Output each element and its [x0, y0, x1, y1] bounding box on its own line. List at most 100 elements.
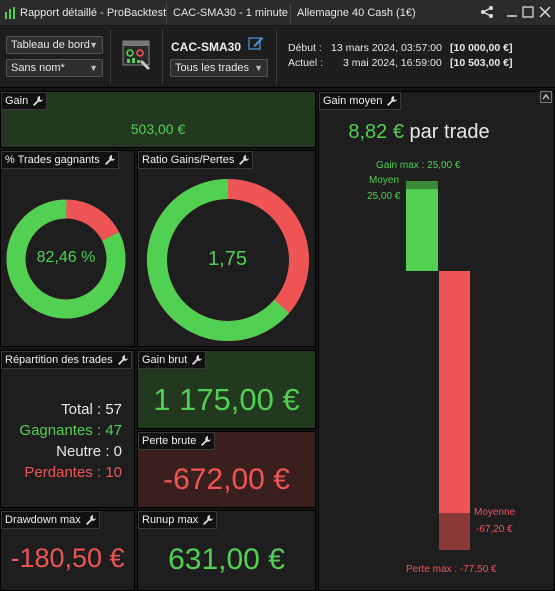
start-date: 13 mars 2024, 03:57:00	[331, 42, 442, 54]
gross-gain-title-text: Gain brut	[142, 354, 188, 366]
max-loss-label: Perte max : -77,50 €	[406, 564, 497, 575]
distribution-title: Répartition des trades	[1, 351, 132, 369]
loss-avg-label: Moyenne	[474, 507, 516, 518]
total-value: 57	[105, 401, 122, 418]
avg-gain-panel: Gain moyen 8,82 € par trade Gain max : 2…	[318, 91, 555, 591]
strategy-name: CAC-SMA30	[171, 40, 242, 54]
ratio-value: 1,75	[208, 248, 247, 270]
ratio-panel: Ratio Gains/Pertes 1,75	[137, 150, 316, 347]
loss-avg-value: -67,20 €	[476, 524, 513, 535]
minimize-icon[interactable]	[505, 5, 519, 19]
window-title: Rapport détaillé - ProBacktest	[20, 7, 167, 19]
trades-filter-select[interactable]: Tous les trades ▼	[170, 59, 268, 77]
wrench-icon[interactable]	[191, 354, 203, 366]
toolbar: Tableau de bord ▼ Sans nom* ▼ CAC-SMA30 …	[0, 26, 555, 88]
gain-title-text: Gain	[5, 95, 29, 107]
chart-logo-icon	[5, 7, 15, 19]
avg-gain-headline: 8,82 € par trade	[319, 121, 519, 144]
neutral-label: Neutre :	[56, 443, 110, 460]
runup-value: 631,00 €	[168, 543, 285, 576]
avg-gain-title-text: Gain moyen	[323, 95, 383, 107]
drawdown-value: -180,50 €	[10, 543, 125, 573]
view-select[interactable]: Tableau de bord ▼	[6, 36, 103, 54]
name-select[interactable]: Sans nom* ▼	[6, 59, 103, 77]
current-label: Actuel :	[288, 57, 324, 69]
wrench-icon[interactable]	[32, 95, 44, 107]
runup-title: Runup max	[138, 511, 218, 529]
share-icon[interactable]	[480, 5, 494, 19]
instrument-period: CAC-SMA30 - 1 minute	[173, 7, 288, 19]
trades-filter-value: Tous les trades	[175, 62, 249, 74]
gross-gain-panel: Gain brut 1 175,00 €	[137, 350, 316, 429]
win-rate-panel: % Trades gagnants 82,46 %	[0, 150, 135, 347]
win-rate-value: 82,46 %	[36, 249, 96, 266]
avg-label: Moyen	[369, 175, 400, 186]
gross-gain-title: Gain brut	[138, 351, 207, 369]
total-label: Total :	[61, 401, 102, 418]
neutral-value: 0	[113, 443, 122, 460]
runup-title-text: Runup max	[142, 514, 199, 526]
wrench-icon[interactable]	[386, 95, 398, 107]
distribution-title-text: Répartition des trades	[5, 354, 113, 366]
losers-row: Perdantes : 10	[19, 462, 122, 483]
losers-value: 10	[105, 464, 122, 481]
avg-gain-title: Gain moyen	[319, 92, 402, 110]
gain-avg-marker	[406, 181, 438, 189]
gross-loss-panel: Perte brute -672,00 €	[137, 431, 316, 508]
gross-loss-title-text: Perte brute	[142, 435, 197, 447]
gain-panel: Gain 503,00 €	[0, 91, 316, 148]
winners-row: Gagnantes : 47	[19, 420, 122, 441]
close-icon[interactable]	[538, 5, 552, 19]
gross-loss-title: Perte brute	[138, 432, 216, 450]
losers-label: Perdantes :	[24, 464, 102, 481]
wrench-icon[interactable]	[104, 154, 116, 166]
gain-max-bar	[406, 181, 438, 271]
avg-gain-suffix: par trade	[409, 121, 490, 143]
avg-label-value: 25,00 €	[367, 191, 401, 202]
maximize-icon[interactable]	[521, 5, 535, 19]
start-label: Début :	[288, 42, 322, 54]
runup-panel: Runup max 631,00 €	[137, 510, 316, 591]
name-select-value: Sans nom*	[11, 62, 65, 74]
winners-value: 47	[105, 422, 122, 439]
max-gain-label: Gain max : 25,00 €	[376, 160, 461, 171]
collapse-icon[interactable]	[540, 91, 552, 103]
drawdown-title: Drawdown max	[1, 511, 100, 529]
title-bar: Rapport détaillé - ProBacktest CAC-SMA30…	[0, 0, 555, 26]
avg-gain-value: 8,82 €	[348, 121, 404, 143]
view-select-value: Tableau de bord	[11, 39, 90, 51]
report-icon[interactable]	[122, 40, 152, 72]
distribution-panel: Répartition des trades Total : 57 Gagnan…	[0, 350, 135, 508]
distribution-list: Total : 57 Gagnantes : 47 Neutre : 0 Per…	[19, 399, 122, 483]
win-rate-title-text: % Trades gagnants	[5, 154, 100, 166]
edit-icon[interactable]	[248, 35, 264, 51]
wrench-icon[interactable]	[238, 154, 250, 166]
neutral-row: Neutre : 0	[19, 441, 122, 462]
total-row: Total : 57	[19, 399, 122, 420]
winners-label: Gagnantes :	[19, 422, 102, 439]
ratio-title: Ratio Gains/Pertes	[138, 151, 254, 169]
drawdown-panel: Drawdown max -180,50 €	[0, 510, 135, 591]
drawdown-title-text: Drawdown max	[5, 514, 81, 526]
ratio-donut	[147, 179, 309, 341]
chevron-down-icon: ▼	[89, 63, 98, 73]
loss-max-bar	[439, 271, 470, 550]
loss-avg-marker	[439, 512, 470, 550]
ratio-title-text: Ratio Gains/Pertes	[142, 154, 235, 166]
gross-gain-value: 1 175,00 €	[153, 382, 300, 417]
wrench-icon[interactable]	[85, 514, 97, 526]
gross-loss-value: -672,00 €	[163, 463, 290, 496]
chevron-down-icon: ▼	[254, 63, 263, 73]
win-rate-donut	[6, 199, 126, 319]
wrench-icon[interactable]	[200, 435, 212, 447]
wrench-icon[interactable]	[202, 514, 214, 526]
current-capital: [10 503,00 €]	[450, 57, 513, 69]
gain-title: Gain	[1, 92, 48, 110]
chevron-down-icon: ▼	[89, 40, 98, 50]
wrench-icon[interactable]	[117, 354, 129, 366]
current-date: 3 mai 2024, 16:59:00	[343, 57, 442, 69]
market-name: Allemagne 40 Cash (1€)	[297, 7, 416, 19]
gain-value: 503,00 €	[130, 121, 186, 137]
win-rate-title: % Trades gagnants	[1, 151, 119, 169]
start-capital: [10 000,00 €]	[450, 42, 513, 54]
